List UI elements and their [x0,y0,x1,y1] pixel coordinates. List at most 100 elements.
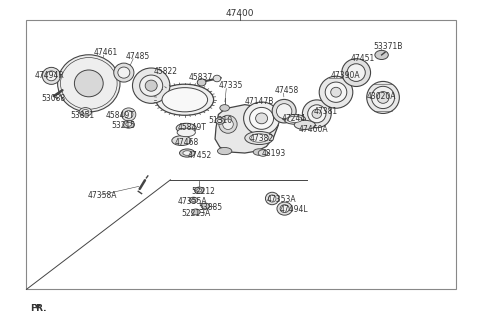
Ellipse shape [132,68,170,103]
Ellipse shape [124,111,133,118]
Ellipse shape [284,114,305,124]
Text: 45822: 45822 [154,67,178,76]
Text: FR.: FR. [30,303,46,313]
Ellipse shape [244,102,279,135]
Ellipse shape [217,147,232,155]
Ellipse shape [312,109,322,118]
Ellipse shape [172,136,191,146]
Ellipse shape [294,120,315,129]
Text: 47390A: 47390A [330,71,360,80]
Text: 47452: 47452 [187,151,212,160]
Text: 47355A: 47355A [178,197,207,206]
Ellipse shape [256,113,268,124]
Text: 47485: 47485 [126,52,150,61]
Ellipse shape [46,71,57,81]
Text: 43020A: 43020A [367,92,396,101]
Text: 53885: 53885 [199,203,223,212]
Ellipse shape [342,59,371,86]
Text: 53215: 53215 [112,121,136,130]
Circle shape [189,197,198,203]
Ellipse shape [162,88,208,112]
Circle shape [258,150,268,156]
Ellipse shape [42,67,60,84]
Circle shape [82,110,89,114]
Ellipse shape [253,149,265,155]
Ellipse shape [302,100,331,128]
Circle shape [192,199,195,201]
Text: 53371B: 53371B [373,42,403,51]
Text: 47382: 47382 [250,134,274,143]
Ellipse shape [325,82,347,102]
Circle shape [217,119,222,123]
Circle shape [220,105,229,111]
Ellipse shape [367,81,399,113]
Text: 47494R: 47494R [35,71,64,80]
Ellipse shape [156,84,214,115]
Text: 52213A: 52213A [181,209,211,218]
Ellipse shape [74,70,103,97]
Bar [26,20,456,289]
Text: 45849T: 45849T [106,111,134,120]
Ellipse shape [219,115,237,133]
Ellipse shape [58,55,120,112]
Text: 47451: 47451 [350,54,375,63]
Ellipse shape [145,80,157,91]
Text: 47460A: 47460A [299,125,328,134]
Circle shape [79,108,92,116]
Ellipse shape [180,149,195,157]
Text: 53088: 53088 [42,94,66,103]
Text: 45849T: 45849T [178,123,206,132]
Ellipse shape [331,87,341,97]
Ellipse shape [223,119,233,129]
Circle shape [192,209,200,215]
Ellipse shape [177,128,195,137]
Text: 47353A: 47353A [266,195,296,204]
Circle shape [123,120,134,128]
Circle shape [201,203,210,209]
Text: 47358A: 47358A [87,191,117,200]
Circle shape [194,187,204,194]
Text: 47335: 47335 [218,81,243,90]
Text: 47461: 47461 [94,48,118,57]
Text: 47400: 47400 [226,9,254,18]
Ellipse shape [250,134,269,142]
Ellipse shape [272,99,296,123]
Text: 47468: 47468 [174,138,199,147]
Ellipse shape [280,205,289,213]
Text: 52212: 52212 [192,187,216,196]
Ellipse shape [265,192,279,205]
Ellipse shape [245,131,274,145]
Ellipse shape [213,75,221,82]
Ellipse shape [288,116,302,122]
Ellipse shape [308,105,326,123]
Ellipse shape [377,92,389,103]
Text: 51310: 51310 [209,116,233,125]
Text: 47381: 47381 [314,107,338,116]
Polygon shape [215,105,278,153]
Text: 47458: 47458 [275,86,299,95]
Ellipse shape [121,108,136,121]
Ellipse shape [183,151,192,155]
Ellipse shape [118,67,130,78]
Ellipse shape [277,202,292,215]
Ellipse shape [276,104,292,119]
Circle shape [197,189,202,192]
Ellipse shape [176,123,196,133]
Text: 53851: 53851 [71,111,95,120]
Ellipse shape [250,107,274,129]
Text: 47494L: 47494L [279,205,308,215]
Circle shape [375,50,388,60]
Ellipse shape [372,86,395,109]
Text: 47244: 47244 [282,114,306,123]
Ellipse shape [319,76,353,108]
Ellipse shape [114,63,134,82]
Ellipse shape [197,79,206,86]
Ellipse shape [140,75,163,96]
Text: 43193: 43193 [262,149,286,158]
Circle shape [126,122,132,126]
Text: 45837: 45837 [189,73,213,82]
Text: 47147B: 47147B [245,97,274,106]
Ellipse shape [268,195,276,202]
Circle shape [215,118,225,124]
Ellipse shape [347,64,365,81]
